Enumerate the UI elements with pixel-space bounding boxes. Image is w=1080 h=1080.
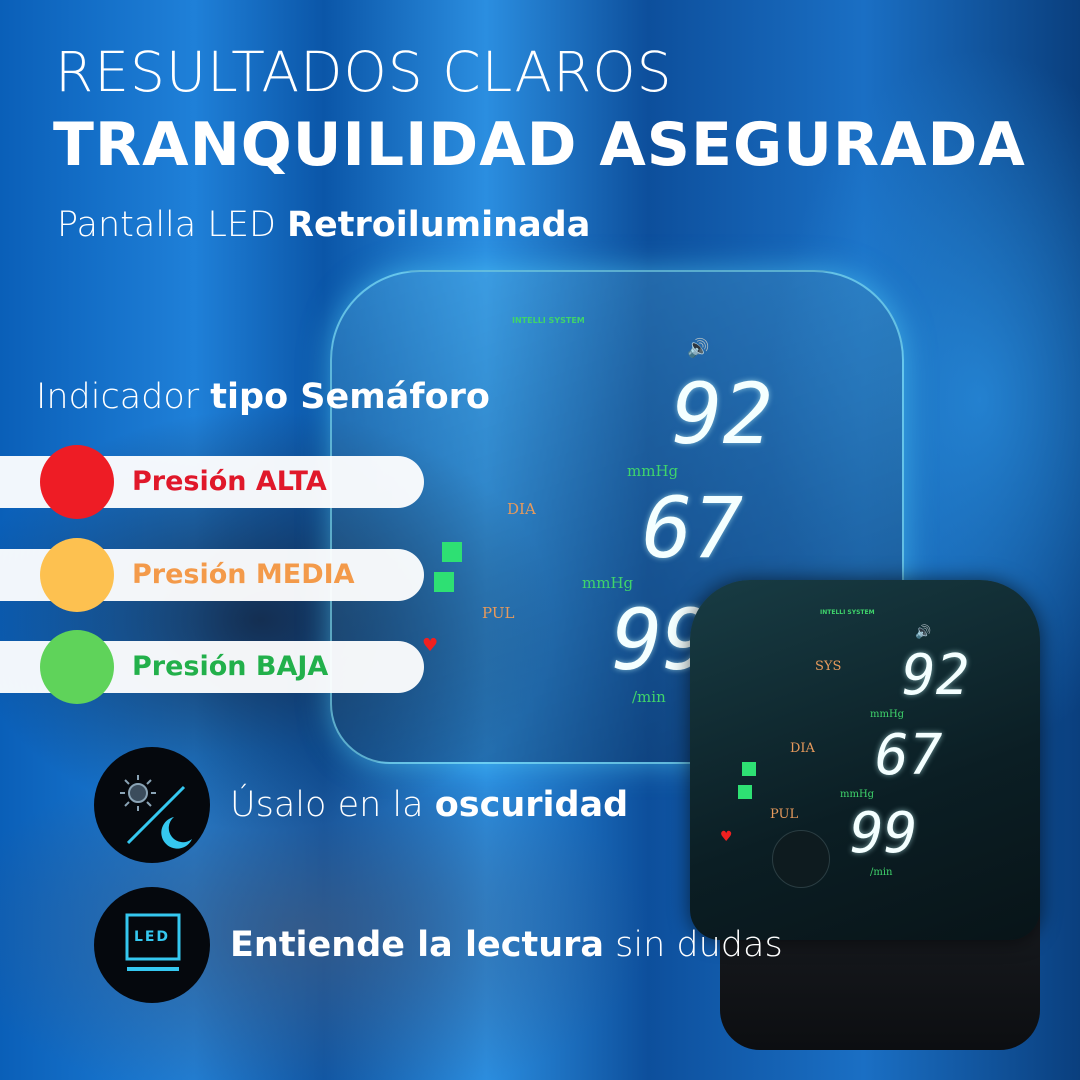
sys-unit: mmHg	[870, 709, 905, 720]
pul-unit: /min	[870, 867, 893, 878]
level-low: Presión BAJA	[0, 630, 424, 704]
level-indicator	[442, 542, 462, 562]
headline-line1: RESULTADOS CLAROS	[55, 40, 673, 104]
level-indicator	[742, 762, 756, 776]
feature-text-bold: oscuridad	[434, 785, 629, 825]
subtitle-bold: Retroiluminada	[287, 205, 591, 245]
red-dot-icon	[40, 445, 114, 519]
dia-unit: mmHg	[582, 574, 634, 592]
sys-unit: mmHg	[627, 462, 679, 480]
brand-logo: INTELLI SYSTEM	[820, 609, 875, 616]
pul-value: 99	[850, 801, 918, 866]
indicator-title-bold: tipo Semáforo	[210, 377, 490, 417]
level-medium: Presión MEDIA	[0, 538, 424, 612]
feature-clear-reading: Entiende la lectura sin dudas	[230, 924, 783, 966]
sound-icon: 🔊	[915, 625, 932, 640]
level-indicator	[434, 572, 454, 592]
pul-label: PUL	[482, 604, 515, 622]
headline-line2: TRANQUILIDAD ASEGURADA	[53, 110, 1026, 180]
heart-icon: ♥	[422, 635, 439, 656]
pul-label: PUL	[770, 807, 799, 822]
level-label: Presión BAJA	[132, 651, 329, 682]
subtitle: Pantalla LED Retroiluminada	[57, 204, 590, 246]
power-button[interactable]	[772, 830, 830, 888]
device-wrist-monitor: INTELLI SYSTEM 🔊 SYS 92 mmHg DIA 67 mmHg…	[690, 580, 1040, 940]
feature-dark-use: Úsalo en la oscuridad	[230, 784, 628, 826]
green-dot-icon	[40, 630, 114, 704]
subtitle-light: Pantalla LED	[57, 205, 288, 245]
dia-value: 67	[875, 723, 943, 788]
pul-unit: /min	[632, 688, 666, 706]
dia-label: DIA	[507, 500, 536, 518]
indicator-title: Indicador tipo Semáforo	[36, 376, 490, 418]
feature-text-light: Úsalo en la	[230, 785, 435, 825]
feature-text-bold: Entiende la lectura	[230, 925, 604, 965]
yellow-dot-icon	[40, 538, 114, 612]
sys-value: 92	[672, 365, 774, 463]
sun-moon-icon	[94, 747, 210, 863]
dia-label: DIA	[790, 741, 815, 756]
dia-unit: mmHg	[840, 789, 875, 800]
level-indicator	[738, 785, 752, 799]
led-icon-text: LED	[133, 929, 171, 945]
level-high: Presión ALTA	[0, 445, 424, 519]
sys-label: SYS	[815, 659, 842, 674]
brand-logo: INTELLI SYSTEM	[512, 316, 585, 325]
level-label: Presión MEDIA	[132, 559, 355, 590]
dia-value: 67	[642, 479, 744, 577]
feature-text-light: sin dudas	[604, 925, 783, 965]
heart-icon: ♥	[720, 829, 733, 845]
level-label: Presión ALTA	[132, 466, 327, 497]
led-screen-icon: LED	[94, 887, 210, 1003]
indicator-title-light: Indicador	[36, 377, 211, 417]
sys-value: 92	[902, 643, 970, 708]
sound-icon: 🔊	[687, 338, 710, 359]
